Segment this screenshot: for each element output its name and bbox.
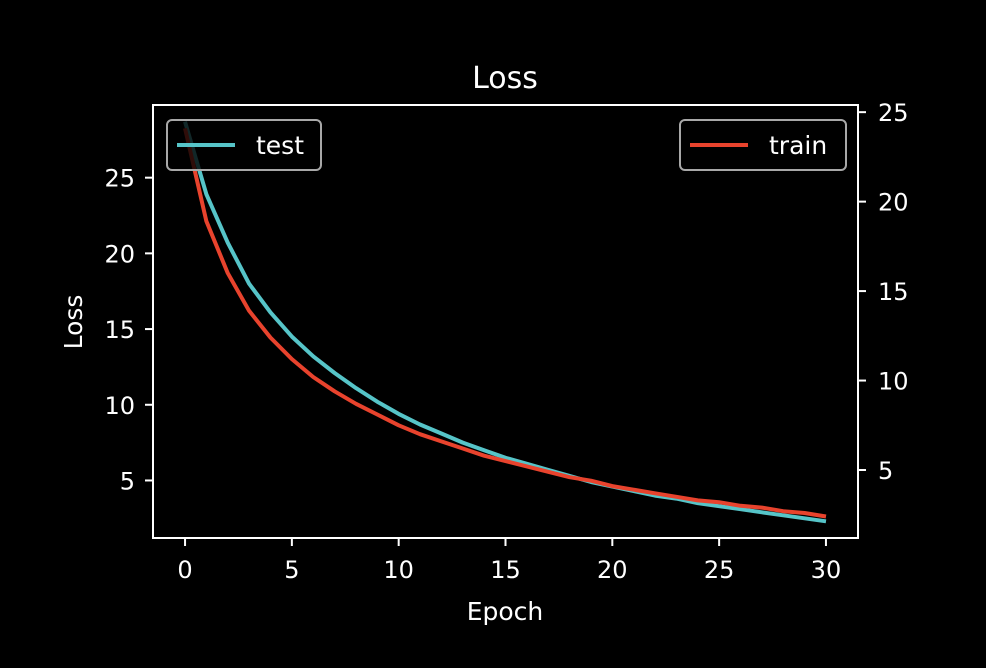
legend-box-test — [166, 119, 322, 171]
y2-tick-label: 25 — [878, 99, 909, 127]
y2-tick-label: 5 — [878, 457, 893, 485]
y-tick-label: 25 — [104, 165, 135, 193]
chart-title: Loss — [472, 61, 538, 96]
legend-label-test: test — [256, 131, 304, 160]
series-line-test — [183, 121, 827, 524]
x-tick-label: 0 — [177, 556, 192, 584]
legend-label-train: train — [769, 131, 827, 160]
y-tick-label: 5 — [120, 467, 135, 495]
y2-tick-label: 20 — [878, 189, 909, 217]
x-tick-label: 25 — [704, 556, 735, 584]
y-tick-label: 10 — [104, 392, 135, 420]
y2-tick-label: 15 — [878, 278, 909, 306]
y-tick-label: 15 — [104, 316, 135, 344]
x-tick-label: 30 — [811, 556, 842, 584]
y2-tick-label: 10 — [878, 368, 909, 396]
y-tick-label: 20 — [104, 240, 135, 268]
x-tick-label: 15 — [490, 556, 521, 584]
x-tick-label: 5 — [284, 556, 299, 584]
series-line-train — [183, 127, 827, 519]
x-tick-label: 20 — [597, 556, 628, 584]
x-axis-label: Epoch — [467, 597, 544, 626]
legend-box-train — [679, 119, 847, 171]
chart-marks: 0 5 10 15 20 25 30 5 10 15 20 25 5 10 15 20 25 test train — [104, 99, 908, 584]
x-tick-label: 10 — [383, 556, 414, 584]
y-axis-label: Loss — [59, 295, 88, 350]
